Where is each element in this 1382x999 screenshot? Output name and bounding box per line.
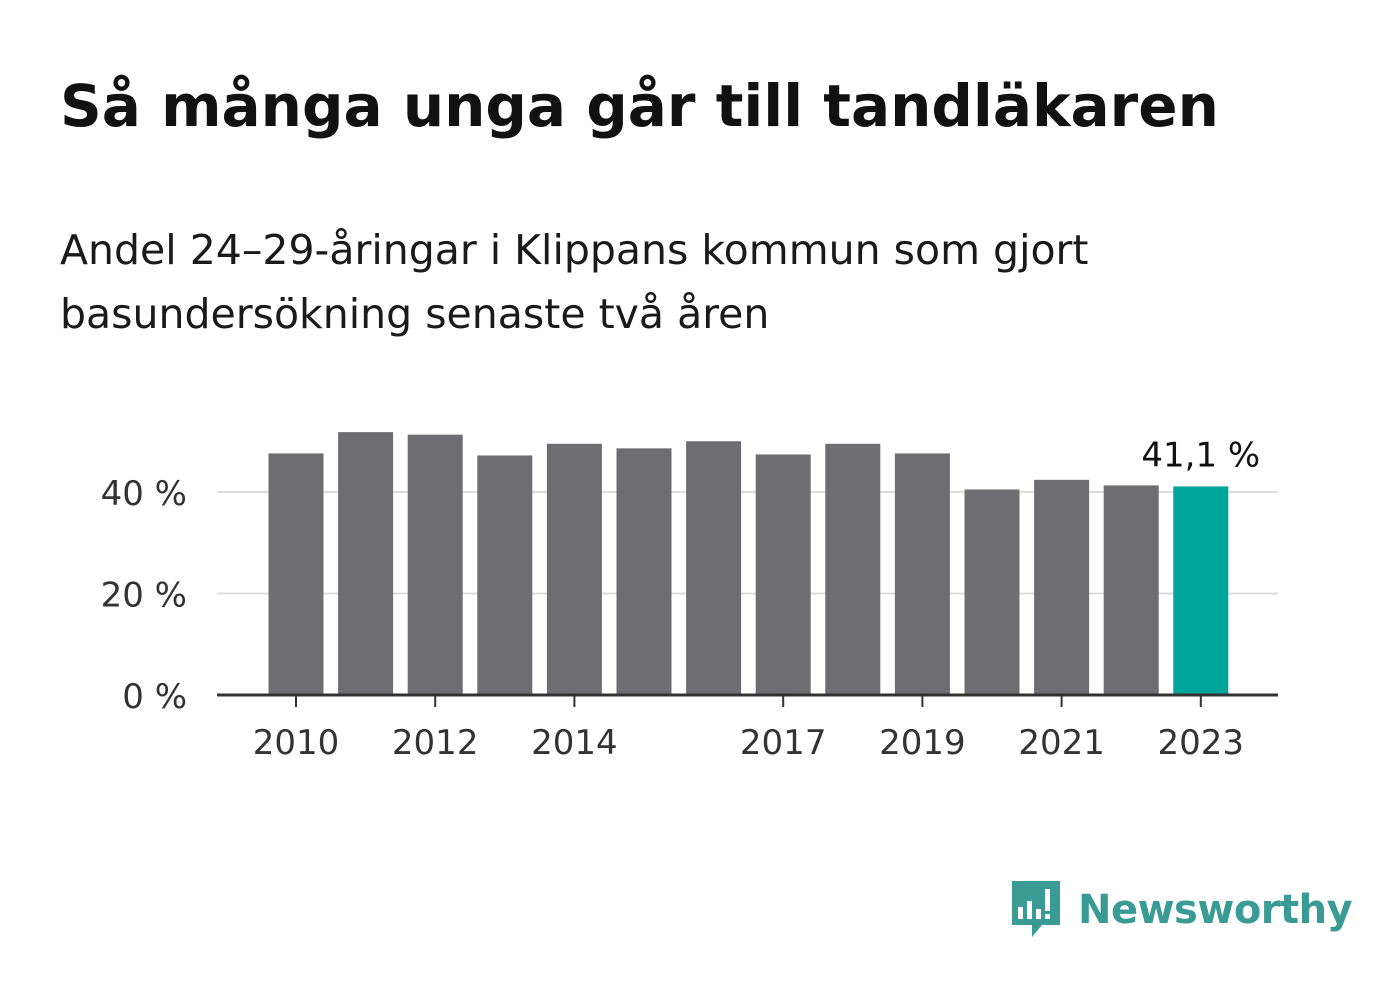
gridlines <box>217 491 1278 595</box>
bar-2015 <box>616 448 672 695</box>
y-tick-label: 20 % <box>101 576 187 616</box>
newsworthy-logo-text: Newsworthy <box>1078 887 1353 933</box>
x-tick-label: 2017 <box>740 723 827 763</box>
bar-2023 <box>1173 486 1229 695</box>
x-tick-label: 2010 <box>253 723 340 763</box>
bar-2020 <box>964 489 1020 695</box>
y-tick-label: 0 % <box>122 677 187 717</box>
x-tick-label: 2021 <box>1018 723 1105 763</box>
x-tick-label: 2012 <box>392 723 479 763</box>
newsworthy-logo-icon <box>1012 881 1060 937</box>
bar-2012 <box>407 434 463 695</box>
bar-2021 <box>1034 479 1090 695</box>
chart-title: Så många unga går till tandläkaren <box>60 72 1219 140</box>
x-tick-label: 2019 <box>879 723 966 763</box>
bar-2014 <box>546 443 602 695</box>
x-tick-label: 2014 <box>531 723 618 763</box>
x-tick-label: 2023 <box>1158 723 1245 763</box>
labels: 0 % 20 % 40 % 41,1 % 2010 2012 2014 2017 2019 202… <box>101 435 1261 763</box>
axes <box>217 693 1278 707</box>
newsworthy-logo: Newsworthy <box>1010 878 1353 942</box>
bar-2017 <box>755 454 811 695</box>
bars <box>268 432 1229 695</box>
bar-2011 <box>338 432 394 695</box>
highlight-value-label: 41,1 % <box>1141 435 1260 475</box>
chart-subtitle: Andel 24–29-åringar i Klippans kommun so… <box>60 226 1089 338</box>
bar-2019 <box>894 453 950 695</box>
bar-2018 <box>825 443 881 695</box>
bar-2013 <box>477 455 533 695</box>
bar-2016 <box>686 441 742 695</box>
y-tick-label: 40 % <box>101 474 187 514</box>
bar-2010 <box>268 453 324 695</box>
bar-2022 <box>1103 485 1159 695</box>
